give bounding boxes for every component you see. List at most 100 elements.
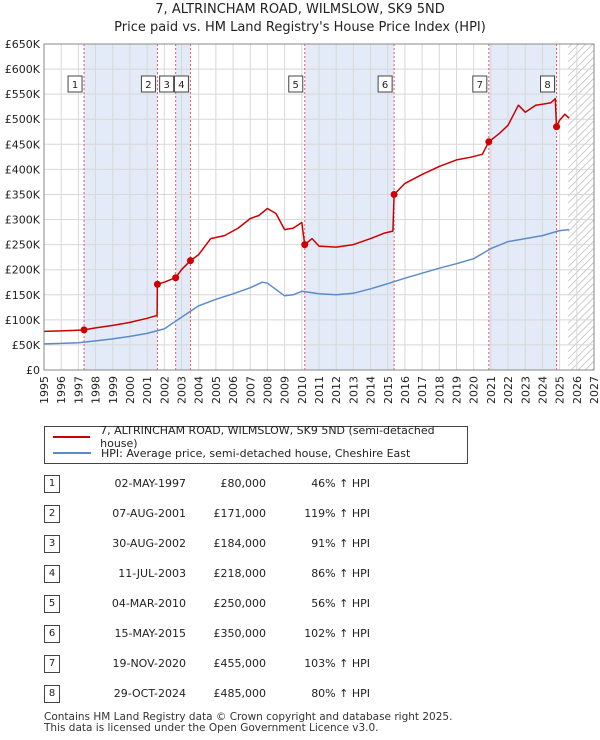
legend-swatch-property <box>53 436 91 438</box>
legend-item-property: 7, ALTRINCHAM ROAD, WILMSLOW, SK9 5ND (s… <box>53 424 467 450</box>
sale-price: £250,000 <box>213 597 267 610</box>
sale-date: 02-MAY-1997 <box>114 477 186 490</box>
sale-point <box>80 326 88 334</box>
x-tick-label: 2012 <box>330 376 343 404</box>
sale-number-badge: 4 <box>44 565 60 583</box>
y-tick-label: £150K <box>5 289 41 302</box>
sale-price: £171,000 <box>213 507 267 520</box>
ownership-band <box>488 44 557 370</box>
sale-badge <box>159 75 175 93</box>
sale-date: 04-MAR-2010 <box>111 597 186 610</box>
y-tick-label: £550K <box>5 88 41 101</box>
table-row: 3 30-AUG-2002 £184,000 91% ↑ HPI <box>0 530 600 560</box>
chart-title: 7, ALTRINCHAM ROAD, WILMSLOW, SK9 5ND <box>155 2 445 17</box>
legend-label-property: 7, ALTRINCHAM ROAD, WILMSLOW, SK9 5ND (s… <box>100 424 435 450</box>
y-tick-label: £0 <box>26 364 40 377</box>
sale-date: 11-JUL-2003 <box>118 567 186 580</box>
legend-swatch-hpi <box>53 452 91 454</box>
sale-hpi-change: 119% ↑ HPI <box>304 507 370 520</box>
x-tick-label: 2013 <box>347 376 360 404</box>
x-tick-label: 1999 <box>107 376 120 404</box>
sale-badge-label: 4 <box>178 80 184 91</box>
sale-hpi-change: 102% ↑ HPI <box>304 627 370 640</box>
x-tick-label: 2017 <box>416 376 429 404</box>
x-tick-label: 2011 <box>313 376 326 404</box>
forecast-hatch <box>568 44 594 370</box>
table-row: 4 11-JUL-2003 £218,000 86% ↑ HPI <box>0 560 600 590</box>
sale-price: £184,000 <box>213 537 267 550</box>
table-row: 5 04-MAR-2010 £250,000 56% ↑ HPI <box>0 590 600 620</box>
x-tick-label: 2026 <box>571 376 584 404</box>
x-tick-label: 2015 <box>382 376 395 404</box>
x-tick-label: 1998 <box>90 376 103 404</box>
x-tick-label: 2007 <box>244 376 257 404</box>
sale-number-badge: 2 <box>44 505 60 523</box>
sale-price: £80,000 <box>220 477 267 490</box>
sale-number-badge: 5 <box>44 595 60 613</box>
sale-number-badge: 1 <box>44 475 60 493</box>
ownership-band <box>84 44 158 370</box>
x-tick-label: 2005 <box>210 376 223 404</box>
sale-badge-label: 5 <box>293 80 299 91</box>
sale-date: 15-MAY-2015 <box>114 627 186 640</box>
x-tick-label: 2023 <box>519 376 532 404</box>
sale-badge-label: 3 <box>163 80 169 91</box>
x-tick-label: 1997 <box>72 376 85 404</box>
sale-hpi-change: 103% ↑ HPI <box>304 657 370 670</box>
sale-point <box>301 241 309 249</box>
sale-badge <box>67 75 83 93</box>
y-tick-label: £250K <box>5 239 41 252</box>
sale-hpi-change: 56% ↑ HPI <box>311 597 370 610</box>
x-tick-label: 2022 <box>502 376 515 404</box>
sale-number-badge: 7 <box>44 655 60 673</box>
sale-date: 29-OCT-2024 <box>113 687 186 700</box>
sale-badge <box>540 75 556 93</box>
sale-badge-label: 8 <box>544 80 550 91</box>
x-tick-label: 2003 <box>176 376 189 404</box>
sale-number-badge: 6 <box>44 625 60 643</box>
sale-hpi-change: 46% ↑ HPI <box>311 477 370 490</box>
legend: 7, ALTRINCHAM ROAD, WILMSLOW, SK9 5ND (s… <box>44 424 468 464</box>
table-row: 2 07-AUG-2001 £171,000 119% ↑ HPI <box>0 500 600 530</box>
y-tick-label: £650K <box>5 38 41 51</box>
x-tick-label: 2004 <box>193 376 206 404</box>
x-tick-label: 1995 <box>38 376 51 404</box>
x-tick-label: 2018 <box>433 376 446 404</box>
sale-badge <box>472 75 488 93</box>
sale-date: 07-AUG-2001 <box>112 507 186 520</box>
sale-badge-label: 6 <box>382 80 388 91</box>
sale-badge <box>173 75 189 93</box>
sale-point <box>553 123 561 131</box>
sale-hpi-change: 91% ↑ HPI <box>311 537 370 550</box>
x-tick-label: 2008 <box>261 376 274 404</box>
table-row: 6 15-MAY-2015 £350,000 102% ↑ HPI <box>0 620 600 650</box>
sale-point <box>485 138 493 146</box>
y-tick-label: £600K <box>5 63 41 76</box>
sale-hpi-change: 80% ↑ HPI <box>311 687 370 700</box>
sale-point <box>172 274 180 282</box>
x-tick-label: 1996 <box>55 376 68 404</box>
sale-badge-label: 7 <box>477 80 483 91</box>
y-tick-label: £100K <box>5 314 41 327</box>
sale-badge-label: 1 <box>72 80 78 91</box>
sale-badge <box>140 75 156 93</box>
sale-badge <box>288 75 304 93</box>
y-tick-label: £300K <box>5 214 41 227</box>
x-tick-label: 2002 <box>158 376 171 404</box>
sale-badge-label: 2 <box>145 80 151 91</box>
x-tick-label: 2014 <box>365 376 378 404</box>
ownership-band <box>175 44 191 370</box>
table-row: 1 02-MAY-1997 £80,000 46% ↑ HPI <box>0 470 600 500</box>
x-tick-label: 2019 <box>451 376 464 404</box>
sale-badge <box>377 75 393 93</box>
footer-copyright: Contains HM Land Registry data © Crown c… <box>44 711 453 723</box>
y-tick-label: £200K <box>5 264 41 277</box>
hpi-series-line <box>43 228 570 345</box>
sale-date: 19-NOV-2020 <box>112 657 186 670</box>
x-tick-label: 2009 <box>279 376 292 404</box>
x-tick-label: 2021 <box>485 376 498 404</box>
sale-hpi-change: 86% ↑ HPI <box>311 567 370 580</box>
legend-label-hpi: HPI: Average price, semi-detached house,… <box>101 446 411 460</box>
legend-item-hpi: HPI: Average price, semi-detached house,… <box>53 445 410 461</box>
